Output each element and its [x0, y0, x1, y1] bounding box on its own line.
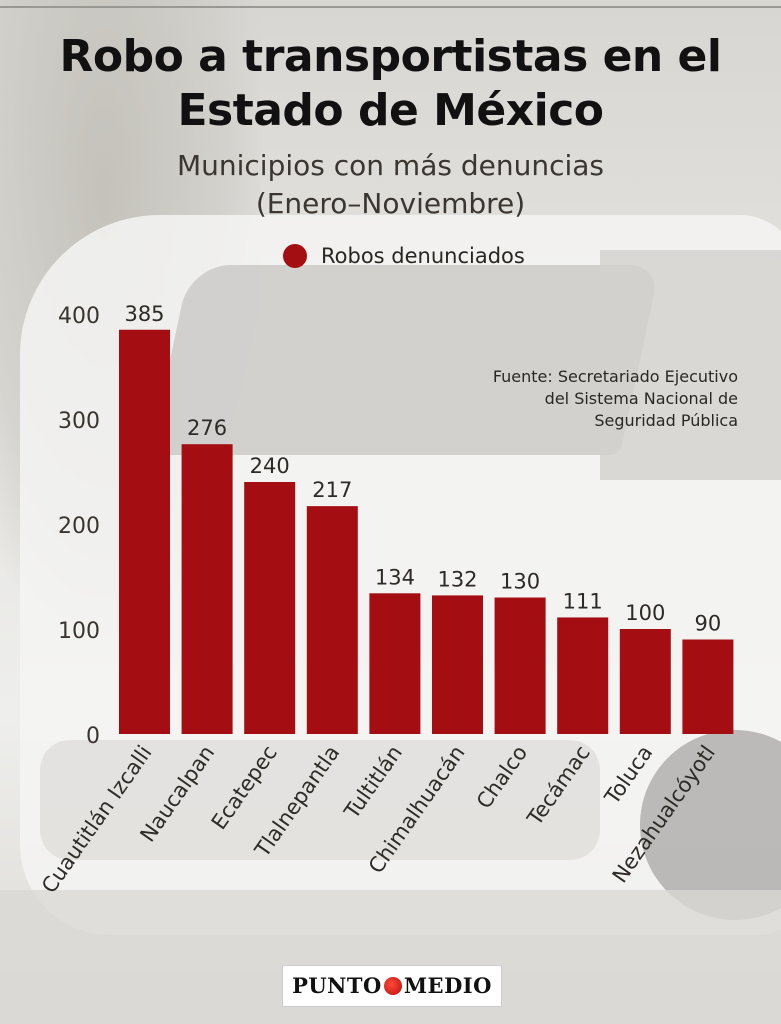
x-tick-label: Cuautitlán Izcalli	[37, 741, 157, 898]
y-tick-label: 400	[58, 304, 100, 329]
chart-title: Robo a transportistas en el Estado de Mé…	[0, 30, 781, 138]
logo-word-left: PUNTO	[292, 973, 382, 998]
legend-marker	[283, 244, 307, 268]
y-tick-label: 200	[58, 514, 100, 539]
y-tick-label: 100	[58, 619, 100, 644]
data-label: 130	[500, 570, 540, 594]
title-line-2: Estado de México	[177, 85, 604, 136]
x-tick-label: Tecámac	[522, 741, 595, 831]
subtitle-line-2: (Enero–Noviembre)	[255, 187, 526, 220]
data-label: 111	[563, 589, 603, 613]
punto-medio-logo: PUNTO MEDIO	[282, 965, 502, 1007]
y-tick-label: 300	[58, 409, 100, 434]
bar	[557, 617, 609, 734]
data-label: 240	[250, 454, 290, 478]
source-note: Fuente: Secretariado Ejecutivo del Siste…	[408, 366, 738, 432]
data-label: 217	[312, 478, 352, 502]
data-label: 276	[187, 416, 227, 440]
data-label: 90	[695, 612, 722, 636]
top-divider	[0, 6, 781, 8]
bar	[181, 444, 233, 734]
chart-subtitle: Municipios con más denuncias (Enero–Novi…	[0, 147, 781, 223]
legend: Robos denunciados	[283, 242, 525, 270]
bar	[369, 593, 421, 734]
data-label: 385	[124, 302, 164, 326]
logo-circle-icon	[383, 976, 402, 995]
x-tick-label: Tultitlán	[339, 741, 407, 824]
x-tick-label: Toluca	[599, 741, 657, 809]
source-line-1: Fuente: Secretariado Ejecutivo	[492, 367, 738, 386]
source-line-2: del Sistema Nacional de	[544, 389, 738, 408]
bar	[619, 629, 671, 734]
bar	[306, 506, 358, 734]
bar	[244, 482, 296, 734]
legend-label: Robos denunciados	[321, 244, 525, 268]
logo-word-right: MEDIO	[403, 973, 492, 998]
y-tick-label: 0	[86, 724, 100, 749]
bar	[432, 595, 483, 734]
x-tick-label: Chalco	[472, 741, 532, 813]
source-line-3: Seguridad Pública	[594, 411, 738, 430]
data-label: 100	[625, 601, 665, 625]
subtitle-line-1: Municipios con más denuncias	[176, 149, 605, 182]
data-label: 132	[437, 567, 477, 591]
bar	[119, 329, 170, 734]
bar	[682, 639, 734, 734]
title-line-1: Robo a transportistas en el	[59, 31, 722, 82]
bar	[494, 597, 546, 734]
data-label: 134	[375, 565, 415, 589]
